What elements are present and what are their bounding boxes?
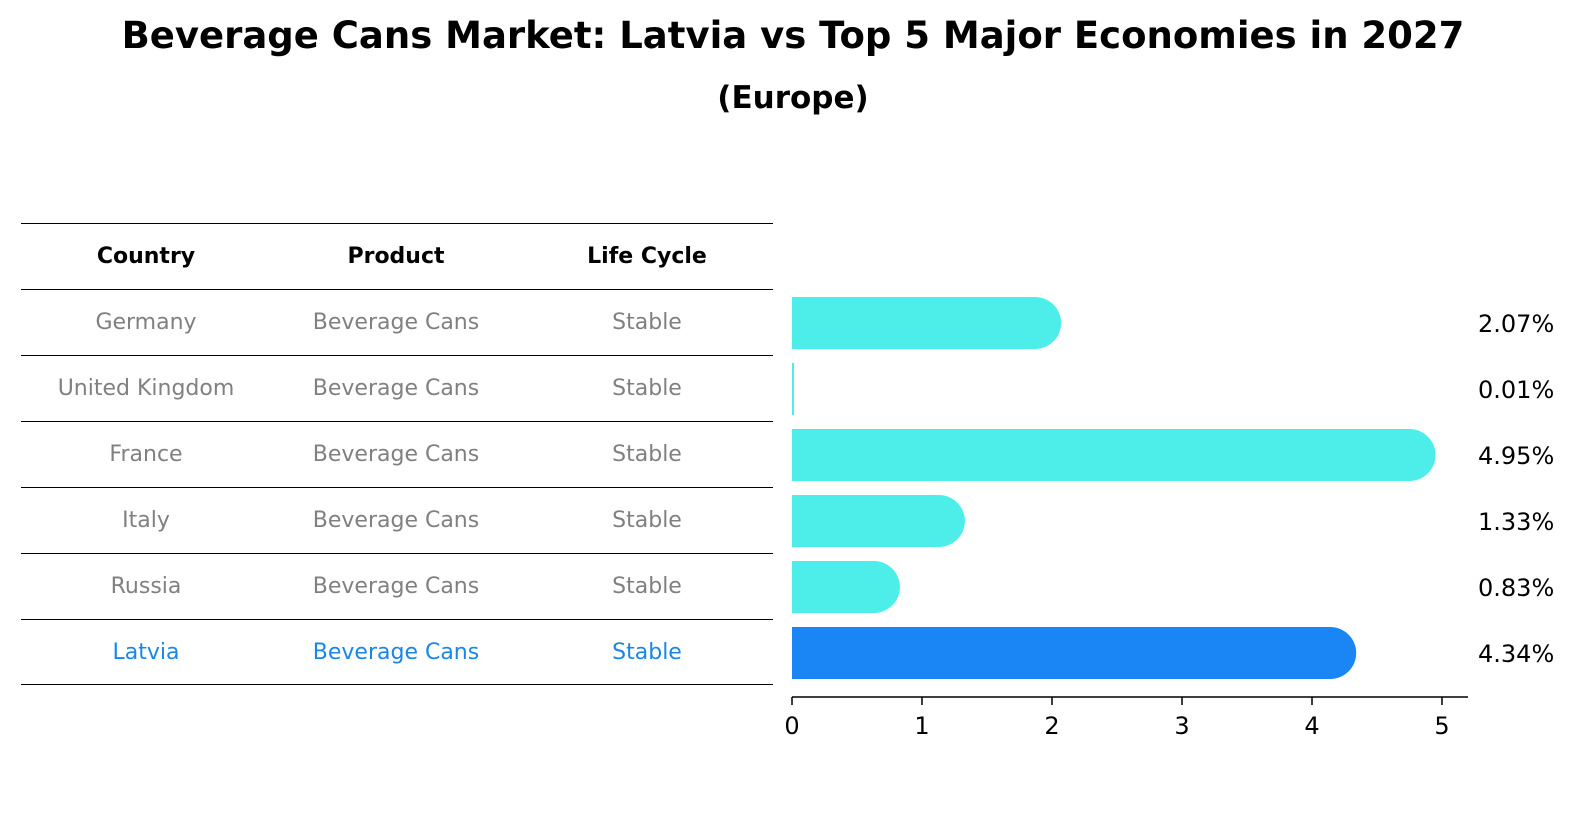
country-cell: Latvia xyxy=(112,639,180,665)
country-cell: France xyxy=(109,442,183,467)
header-product: Product xyxy=(347,244,445,269)
product-cell: Beverage Cans xyxy=(312,574,480,599)
life-cycle-cell: Stable xyxy=(612,310,682,335)
chart-subtitle: (Europe) xyxy=(717,80,869,116)
data-table: Country Product Life Cycle Germany Bever… xyxy=(21,223,773,685)
product-cell: Beverage Cans xyxy=(312,442,480,467)
life-cycle-cell: Stable xyxy=(612,508,682,533)
bar xyxy=(792,297,1062,349)
x-tick-label: 2 xyxy=(1044,712,1059,740)
x-tick-label: 0 xyxy=(784,712,799,740)
table-header-row: Country Product Life Cycle xyxy=(21,223,773,289)
table-row-highlighted: Latvia Beverage Cans Stable xyxy=(21,619,773,685)
life-cycle-cell: Stable xyxy=(612,376,682,401)
table-row: France Beverage Cans Stable xyxy=(21,421,773,487)
bar-value-label: 1.33% xyxy=(1478,508,1554,536)
bar xyxy=(792,363,794,415)
table-row: Germany Beverage Cans Stable xyxy=(21,289,773,355)
country-cell: Italy xyxy=(122,508,170,533)
header-life-cycle: Life Cycle xyxy=(587,244,707,269)
bar-value-label: 0.83% xyxy=(1478,574,1554,602)
bar xyxy=(792,495,965,547)
product-cell: Beverage Cans xyxy=(312,376,480,401)
chart-title: Beverage Cans Market: Latvia vs Top 5 Ma… xyxy=(121,14,1465,57)
product-cell: Beverage Cans xyxy=(312,639,480,665)
table-row: United Kingdom Beverage Cans Stable xyxy=(21,355,773,421)
country-cell: United Kingdom xyxy=(57,376,235,401)
bar-value-label: 4.34% xyxy=(1478,640,1554,668)
product-cell: Beverage Cans xyxy=(312,508,480,533)
header-country: Country xyxy=(96,244,196,269)
country-cell: Germany xyxy=(95,310,197,335)
bar xyxy=(792,429,1436,481)
life-cycle-cell: Stable xyxy=(612,639,682,665)
bar-value-label: 4.95% xyxy=(1478,442,1554,470)
table-row: Italy Beverage Cans Stable xyxy=(21,487,773,553)
life-cycle-cell: Stable xyxy=(612,574,682,599)
bar-value-label: 2.07% xyxy=(1478,310,1554,338)
life-cycle-cell: Stable xyxy=(612,442,682,467)
bar xyxy=(791,627,1357,679)
bar-value-label: 0.01% xyxy=(1478,376,1554,404)
product-cell: Beverage Cans xyxy=(312,310,480,335)
country-cell: Russia xyxy=(110,574,182,599)
x-tick-label: 3 xyxy=(1174,712,1189,740)
x-tick-label: 1 xyxy=(914,712,929,740)
bar xyxy=(792,561,900,613)
table-row: Russia Beverage Cans Stable xyxy=(21,553,773,619)
x-tick-label: 5 xyxy=(1434,712,1449,740)
x-tick-label: 4 xyxy=(1304,712,1319,740)
